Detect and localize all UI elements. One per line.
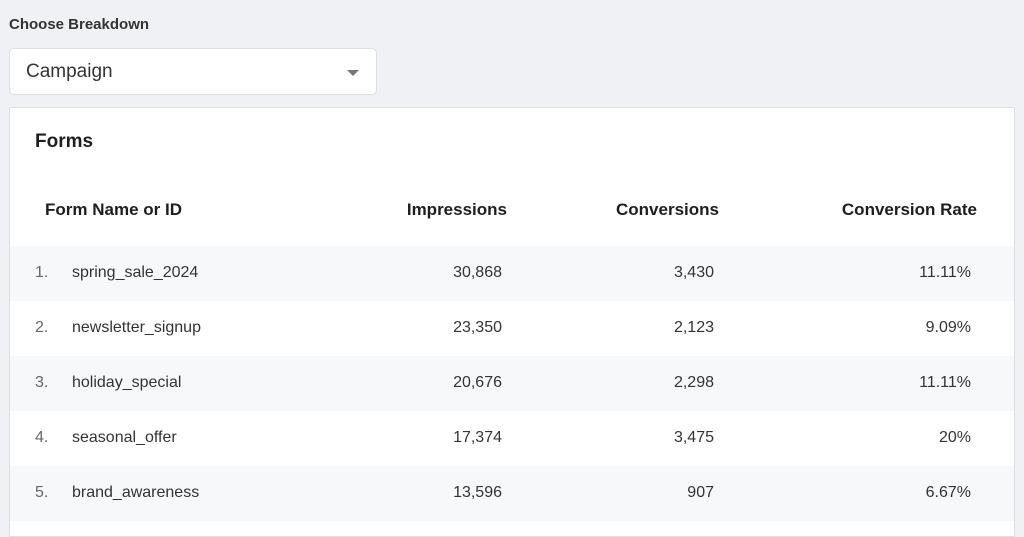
row-index: 1. [35, 264, 49, 281]
dropdown-value: Campaign [26, 61, 113, 82]
table-cell: 11.11% [919, 264, 971, 281]
breakdown-dropdown[interactable]: Campaign [9, 48, 377, 95]
dropdown-arrow [347, 70, 359, 76]
column-header: Conversion Rate [841, 200, 977, 219]
column-header: Form Name or ID [45, 200, 182, 219]
table-cell: 3,475 [673, 429, 714, 446]
forms-panel: Forms Form Name or ID Impressions Conversi… [9, 107, 1015, 537]
table-cell: 23,350 [453, 319, 502, 336]
table-cell: 30,868 [453, 264, 502, 281]
row-index: 5. [35, 484, 49, 501]
table-cell: 20% [938, 429, 971, 446]
table-row: 1. spring_sale_2024 30,868 3,430 11.11% [10, 246, 1014, 301]
page: Choose Breakdown Campaign Forms Form Nam… [9, 16, 1015, 537]
table-cell: holiday_special [72, 374, 182, 391]
breakdown-label: Choose Breakdown [9, 16, 150, 33]
table-cell: newsletter_signup [72, 319, 201, 336]
panel-title: Forms [35, 131, 94, 152]
table-cell: 2,123 [673, 319, 714, 336]
table-cell: 17,374 [453, 429, 502, 446]
table-cell: 907 [687, 484, 714, 501]
row-index: 3. [35, 374, 49, 391]
table-row: 5. brand_awareness 13,596 907 6.67% [10, 466, 1014, 521]
table-cell: seasonal_offer [72, 429, 177, 446]
table-row: 4. seasonal_offer 17,374 3,475 20% [10, 411, 1014, 466]
table-cell: 20,676 [453, 374, 502, 391]
column-header: Impressions [406, 200, 507, 219]
row-index: 4. [35, 429, 49, 446]
table-row: 2. newsletter_signup 23,350 2,123 9.09% [10, 301, 1014, 356]
table-cell: 3,430 [673, 264, 714, 281]
table-cell: 13,596 [453, 484, 502, 501]
table-row: 3. holiday_special 20,676 2,298 11.11% [10, 356, 1014, 411]
table-cell: 11.11% [919, 374, 971, 391]
table-cell: brand_awareness [72, 484, 200, 501]
table-cell: 9.09% [925, 319, 971, 336]
column-header: Conversions [616, 200, 719, 219]
table-cell: 2,298 [673, 374, 714, 391]
table-cell: 6.67% [925, 484, 971, 501]
row-index: 2. [35, 319, 49, 336]
table-cell: spring_sale_2024 [72, 264, 199, 281]
